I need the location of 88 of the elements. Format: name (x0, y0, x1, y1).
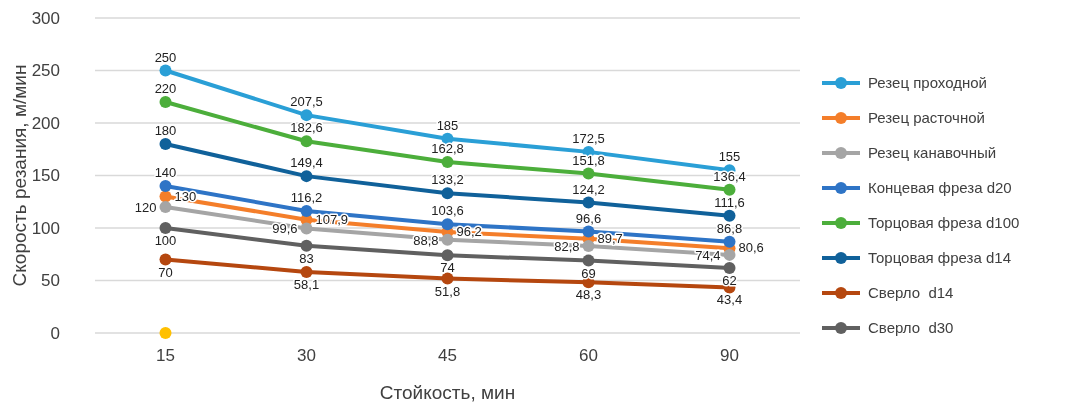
data-label: 103,6 (431, 203, 464, 219)
data-label: 82,8 (554, 239, 580, 255)
y-tick-label: 250 (31, 61, 60, 81)
data-label: 185 (436, 117, 459, 133)
data-label: 124,2 (572, 181, 605, 197)
data-label: 133,2 (431, 172, 464, 188)
legend-label: Сверло d30 (868, 319, 954, 337)
data-label: 162,8 (431, 141, 464, 157)
data-label: 116,2 (290, 189, 323, 205)
point (582, 254, 595, 267)
point (441, 187, 454, 200)
point (159, 222, 172, 234)
data-label: 140 (154, 165, 177, 180)
data-label: 83 (299, 250, 314, 266)
data-label: 51,8 (434, 283, 461, 299)
data-label: 182,6 (290, 120, 323, 136)
data-label: 151,8 (572, 152, 605, 168)
point (441, 233, 454, 246)
y-tick-label: 100 (31, 218, 60, 238)
data-label: 58,1 (293, 276, 320, 292)
point (159, 138, 172, 150)
data-label: 172,5 (572, 130, 605, 146)
point (723, 209, 736, 222)
point (723, 261, 736, 274)
data-label: 74,4 (695, 247, 721, 263)
point (441, 249, 454, 262)
point (723, 183, 736, 196)
legend-label: Сверло d14 (868, 284, 954, 302)
x-tick-label: 45 (438, 346, 457, 365)
data-label: 70 (158, 264, 173, 280)
x-tick-label: 15 (156, 346, 175, 365)
x-tick-label: 60 (579, 346, 598, 365)
x-axis-title: Стойкость, мин (379, 382, 516, 403)
data-label: 136,4 (713, 168, 746, 184)
data-label: 180 (154, 123, 177, 138)
data-label: 80,6 (738, 240, 764, 256)
point (300, 266, 313, 278)
point (300, 204, 313, 217)
point (159, 180, 172, 192)
point (441, 218, 454, 231)
point (723, 248, 736, 261)
point (159, 327, 172, 339)
legend-label: Резец проходной (868, 74, 987, 92)
point (582, 240, 595, 253)
y-tick-label: 200 (31, 113, 60, 133)
point (441, 156, 454, 169)
y-tick-label: 300 (31, 8, 60, 28)
data-label: 111,6 (714, 194, 745, 210)
point (582, 225, 595, 238)
data-label: 155 (718, 149, 741, 165)
data-label: 88,8 (413, 232, 439, 248)
point (582, 167, 595, 180)
point (300, 135, 313, 148)
legend-label: Концевая фреза d20 (868, 179, 1012, 197)
point (159, 201, 172, 213)
point (300, 170, 313, 183)
x-tick-label: 30 (297, 346, 316, 365)
point (159, 64, 172, 77)
data-label: 43,4 (716, 292, 743, 308)
data-label: 48,3 (575, 287, 602, 303)
data-label: 100 (154, 233, 177, 248)
y-tick-label: 150 (31, 166, 60, 186)
point (300, 109, 313, 122)
x-tick-label: 90 (720, 346, 739, 365)
data-label: 99,6 (272, 221, 298, 237)
point (159, 253, 172, 266)
y-tick-label: 0 (50, 323, 60, 343)
data-label: 74 (440, 260, 455, 276)
legend-label: Торцовая фреза d14 (868, 249, 1011, 267)
point (159, 96, 172, 108)
data-label: 69 (581, 265, 596, 281)
point (300, 222, 313, 235)
data-label: 149,4 (290, 155, 323, 171)
point (441, 272, 454, 285)
data-label: 120 (134, 200, 157, 215)
legend-label: Резец расточной (868, 109, 985, 127)
y-axis-title: Скорость резания, м/мин (9, 64, 30, 287)
y-tick-label: 50 (41, 271, 60, 291)
data-label: 96,6 (575, 210, 602, 226)
point (723, 235, 736, 248)
data-label: 250 (154, 49, 177, 65)
legend-label: Торцовая фреза d100 (868, 214, 1020, 232)
point (582, 196, 595, 209)
data-label: 207,5 (290, 94, 323, 110)
data-label: 220 (154, 81, 177, 96)
legend-label: Резец канавочный (868, 144, 997, 162)
point (300, 239, 313, 252)
data-label: 86,8 (716, 220, 743, 236)
